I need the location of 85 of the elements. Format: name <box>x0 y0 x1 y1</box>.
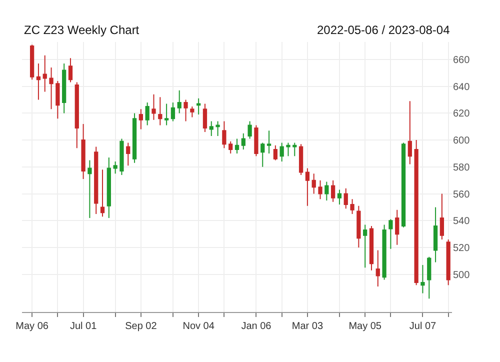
x-tick-label: May 05 <box>348 321 382 332</box>
candlestick <box>356 205 361 248</box>
candlestick <box>170 102 176 122</box>
candlestick <box>254 124 258 157</box>
candlestick <box>241 132 246 150</box>
candlestick <box>145 102 150 126</box>
x-tick-label: Jan 06 <box>241 321 272 332</box>
candlestick <box>81 123 86 180</box>
candlestick <box>248 120 252 140</box>
candlestick <box>260 142 265 168</box>
candlestick <box>196 98 201 116</box>
candlestick <box>152 94 156 120</box>
candlestick <box>298 144 304 176</box>
y-tick-label: 620 <box>453 108 470 120</box>
candlestick <box>106 157 111 218</box>
y-tick-label: 520 <box>453 243 470 254</box>
candlestick <box>158 96 162 126</box>
candlestick <box>376 250 380 287</box>
candlestick <box>350 198 354 214</box>
candlestick <box>305 168 310 206</box>
candlestick <box>94 146 98 214</box>
candlestick <box>68 58 73 83</box>
candlestick <box>446 238 450 286</box>
candlestick <box>126 142 130 166</box>
candlestick <box>234 138 240 154</box>
x-tick-label: May 06 <box>16 321 49 332</box>
candlestick <box>280 142 284 162</box>
candlestick <box>74 82 79 149</box>
y-tick-label: 500 <box>453 270 470 281</box>
candlestick <box>363 224 368 268</box>
candlestick <box>190 106 194 118</box>
candlestick <box>88 160 92 218</box>
candlestick <box>395 209 400 246</box>
candlestick <box>56 80 60 120</box>
candlestick <box>420 264 425 294</box>
x-tick-label: Nov 04 <box>182 321 215 332</box>
candlestick <box>62 62 66 114</box>
candlestick <box>113 161 118 174</box>
candlestick <box>344 188 348 210</box>
candlestick <box>273 144 278 161</box>
candlestick <box>433 206 438 263</box>
candlestick <box>324 181 329 202</box>
candlestick <box>330 180 336 202</box>
candlestick <box>49 67 54 110</box>
candlestick <box>30 44 34 80</box>
candlestick <box>177 90 182 114</box>
y-tick-label: 560 <box>453 189 470 200</box>
x-tick-label: Mar 03 <box>292 321 324 332</box>
candlestick <box>36 62 41 100</box>
candlestick <box>266 130 272 154</box>
x-tick-label: Jul 01 <box>70 321 98 332</box>
candlestick <box>164 103 169 126</box>
candlestick <box>228 140 233 154</box>
candlestick <box>184 99 188 122</box>
candlestick <box>216 120 220 137</box>
candlestick <box>100 169 105 218</box>
candlestick <box>138 108 144 130</box>
chart-subtitle: 2022-05-06 / 2023-08-04 <box>317 23 450 37</box>
candlestick <box>382 224 386 280</box>
candlestick <box>286 142 290 157</box>
x-tick-label: Sep 02 <box>125 321 158 332</box>
candlestick <box>209 120 214 137</box>
candlestick <box>408 100 412 165</box>
candlestick <box>414 140 418 286</box>
candlestick <box>337 189 342 206</box>
candlestick <box>318 180 322 200</box>
y-tick-label: 540 <box>453 216 470 228</box>
y-tick-label: 580 <box>453 162 470 174</box>
y-tick-label: 640 <box>453 82 470 93</box>
y-tick-label: 660 <box>453 54 470 66</box>
chart-title: ZC Z23 Weekly Chart <box>24 23 140 37</box>
candlestick <box>388 218 393 250</box>
candlestick <box>120 138 124 176</box>
candlestick <box>312 173 316 194</box>
candlestick <box>401 142 406 228</box>
candlestick <box>427 256 432 300</box>
y-tick-label: 600 <box>453 136 470 147</box>
candlestick <box>202 103 208 132</box>
candlestick <box>132 112 137 164</box>
candlestick <box>292 142 297 157</box>
candlestick <box>440 193 444 240</box>
x-tick-label: Jul 07 <box>409 321 436 332</box>
candlestick <box>42 54 47 92</box>
candlestick <box>222 120 226 149</box>
candlestick <box>369 226 374 271</box>
